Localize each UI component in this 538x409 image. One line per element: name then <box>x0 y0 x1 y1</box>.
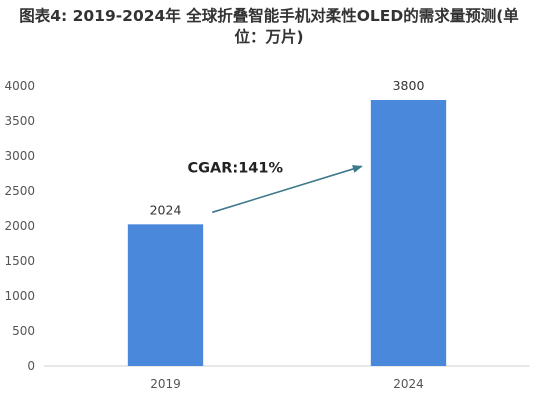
bars: 2024 3800 <box>127 78 447 366</box>
x-tick-label-2024: 2024 <box>393 377 424 391</box>
y-tick-label: 1000 <box>4 289 35 303</box>
bar-2019 <box>127 224 204 366</box>
cagr-annotation: CGAR:141% <box>187 160 283 176</box>
y-tick-label: 1500 <box>4 254 35 268</box>
x-axis-ticks: 2019 2024 <box>150 377 424 391</box>
x-tick-label-2019: 2019 <box>150 377 181 391</box>
y-tick-label: 0 <box>27 359 35 373</box>
data-label-2024: 3800 <box>393 78 425 93</box>
y-axis-ticks: 0 500 1000 1500 2000 2500 3000 3500 4000 <box>4 79 35 373</box>
y-tick-label: 2500 <box>4 184 35 198</box>
y-tick-label: 3000 <box>4 149 35 163</box>
bar-2024 <box>370 100 447 366</box>
y-tick-label: 2000 <box>4 219 35 233</box>
y-tick-label: 500 <box>12 324 35 338</box>
y-tick-label: 3500 <box>4 114 35 128</box>
cagr-arrow <box>211 165 363 214</box>
y-tick-label: 4000 <box>4 79 35 93</box>
data-label-2019: 2024 <box>150 202 182 217</box>
chart-title: 图表4: 2019-2024年 全球折叠智能手机对柔性OLED的需求量预测(单位… <box>19 7 519 46</box>
